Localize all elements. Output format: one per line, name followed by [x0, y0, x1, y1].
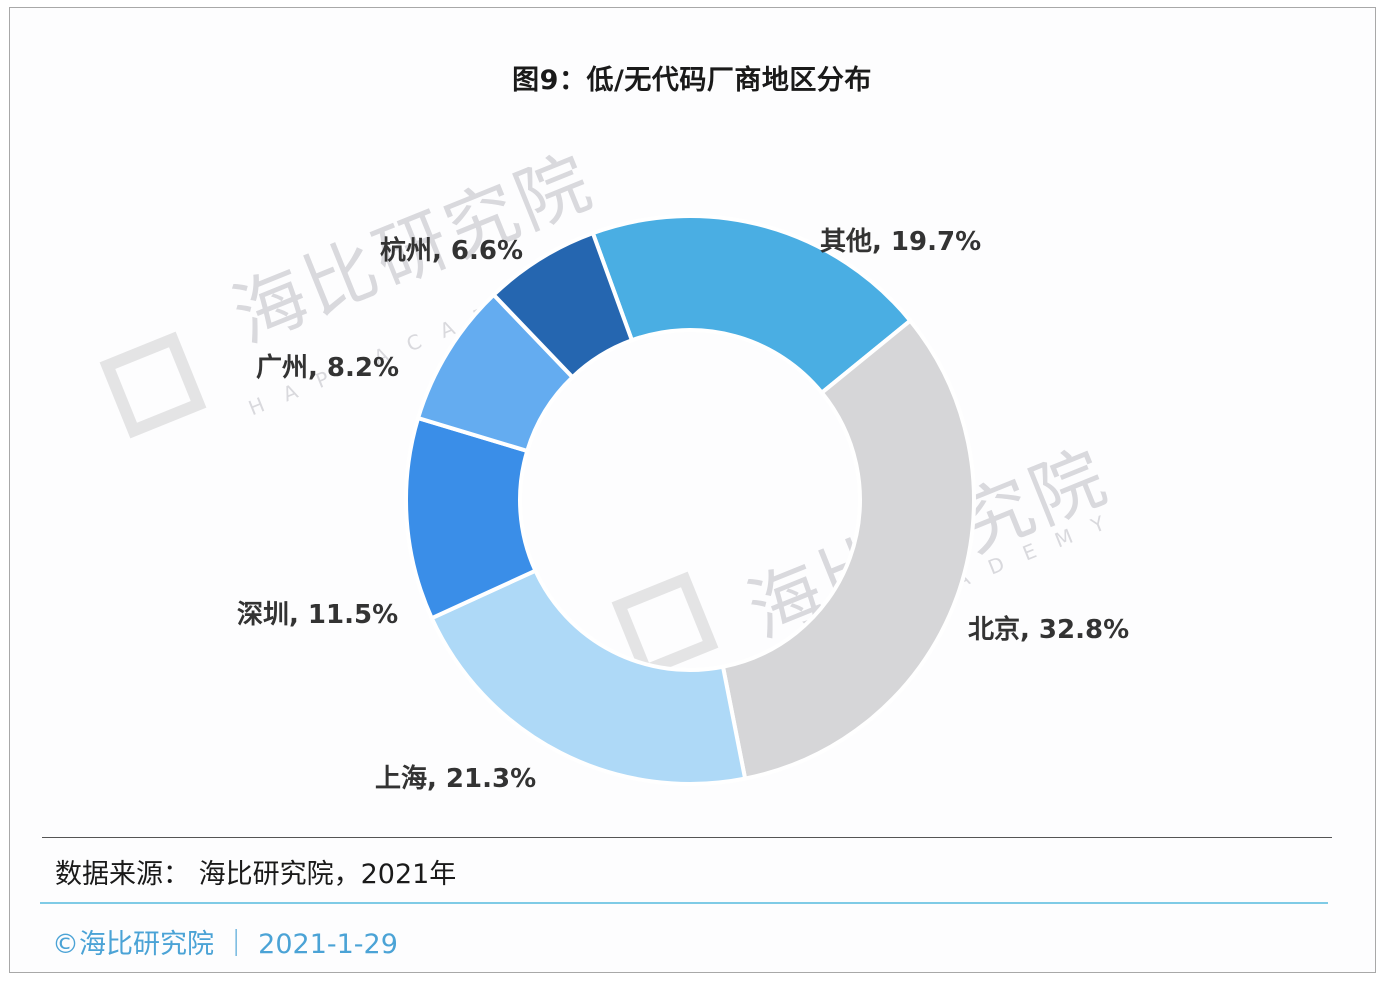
- donut-slice: [590, 214, 914, 396]
- chart-frame: [9, 7, 1376, 973]
- donut-slice: [429, 568, 748, 786]
- label-guangzhou: 广州, 8.2%: [256, 353, 400, 383]
- watermark-logo-icon: [99, 331, 719, 679]
- data-source: 数据来源： 海比研究院，2021年: [55, 859, 457, 890]
- donut-slice: [490, 230, 635, 380]
- donut-slices: [404, 214, 976, 786]
- divider-source: [42, 837, 1332, 838]
- label-others: 其他, 19.7%: [820, 227, 982, 257]
- label-shanghai: 上海, 21.3%: [375, 764, 537, 794]
- copyright-credit: ©海比研究院 ｜ 2021-1-29: [52, 929, 398, 960]
- label-shenzhen: 深圳, 11.5%: [237, 600, 399, 630]
- label-beijing: 北京, 32.8%: [968, 615, 1130, 645]
- donut-slice: [720, 317, 976, 781]
- label-hangzhou: 杭州, 6.6%: [380, 236, 524, 266]
- chart-title: 图9：低/无代码厂商地区分布: [512, 65, 872, 96]
- divider-credit: [40, 902, 1328, 904]
